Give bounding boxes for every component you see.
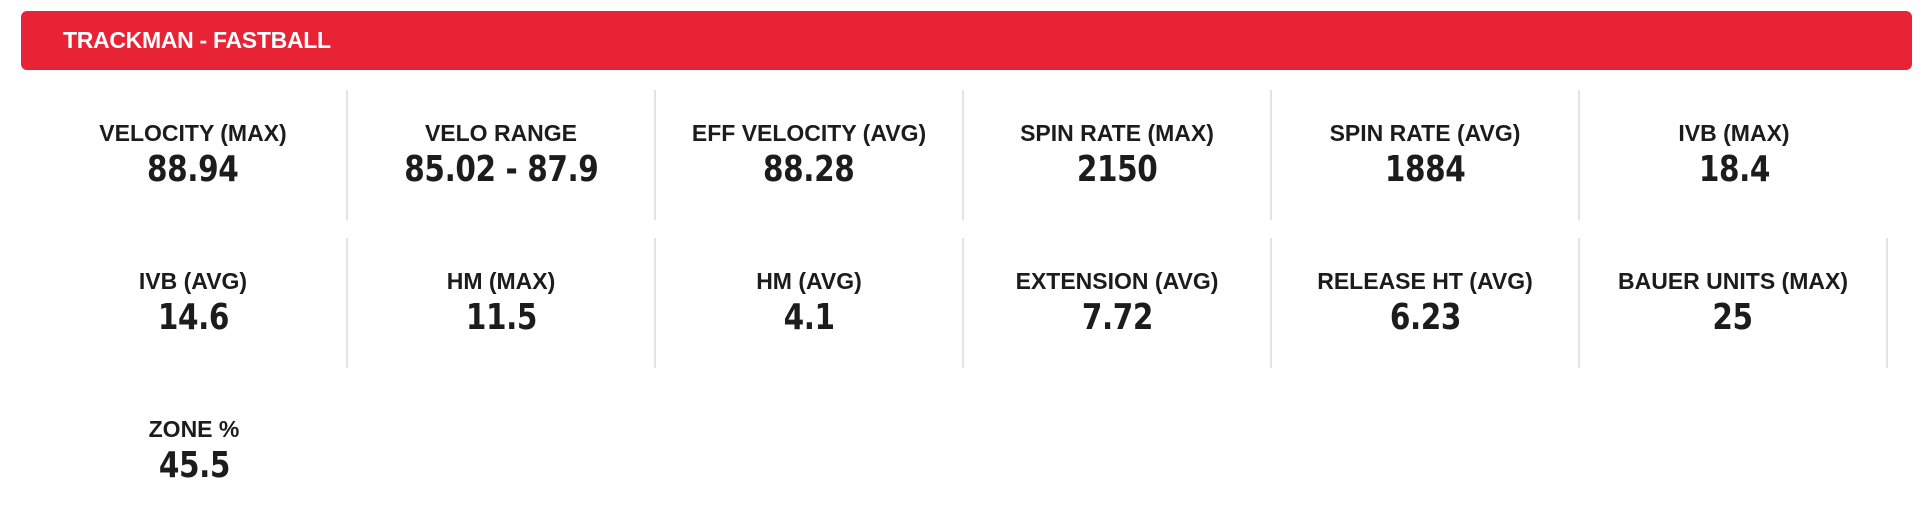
- stat-label: SPIN RATE (MAX): [1020, 120, 1214, 146]
- stats-row: IVB (AVG) 14.6 HM (MAX) 11.5 HM (AVG) 4.…: [40, 238, 1888, 368]
- stat-hm-avg: HM (AVG) 4.1: [656, 238, 964, 368]
- stat-zone-pct: ZONE % 45.5: [40, 386, 348, 516]
- stat-bauer-units-max: BAUER UNITS (MAX) 25: [1580, 238, 1888, 368]
- stat-spin-rate-max: SPIN RATE (MAX) 2150: [964, 90, 1272, 220]
- stat-hm-max: HM (MAX) 11.5: [348, 238, 656, 368]
- stat-value: 2150: [1076, 149, 1158, 190]
- stat-label: EFF VELOCITY (AVG): [691, 120, 927, 146]
- stat-value: 45.5: [158, 445, 230, 486]
- stats-grid: VELOCITY (MAX) 88.94 VELO RANGE 85.02 - …: [40, 90, 1888, 516]
- stat-ivb-avg: IVB (AVG) 14.6: [40, 238, 348, 368]
- stat-value: 7.72: [1081, 297, 1153, 338]
- stat-label: BAUER UNITS (MAX): [1618, 268, 1848, 294]
- stat-label: RELEASE HT (AVG): [1317, 268, 1533, 294]
- section-header-banner: TRACKMAN - FASTBALL: [21, 11, 1912, 70]
- stat-value: 85.02 - 87.9: [403, 149, 599, 190]
- stat-label: HM (MAX): [446, 268, 556, 294]
- stat-label: VELO RANGE: [424, 120, 578, 146]
- stat-value: 25: [1712, 297, 1754, 338]
- stat-label: IVB (MAX): [1678, 120, 1790, 146]
- stat-label: IVB (AVG): [138, 268, 248, 294]
- section-title: TRACKMAN - FASTBALL: [63, 27, 331, 53]
- stat-ivb-max: IVB (MAX) 18.4: [1580, 90, 1888, 220]
- stat-value: 18.4: [1698, 149, 1770, 190]
- stat-value: 88.28: [763, 149, 855, 190]
- stat-value: 11.5: [465, 297, 537, 338]
- stat-value: 14.6: [157, 297, 229, 338]
- stats-row: ZONE % 45.5: [40, 386, 1888, 516]
- stat-label: EXTENSION (AVG): [1015, 268, 1219, 294]
- stat-release-ht-avg: RELEASE HT (AVG) 6.23: [1272, 238, 1580, 368]
- stat-velo-range: VELO RANGE 85.02 - 87.9: [348, 90, 656, 220]
- stat-label: HM (AVG): [756, 268, 862, 294]
- stats-row: VELOCITY (MAX) 88.94 VELO RANGE 85.02 - …: [40, 90, 1888, 220]
- stat-label: SPIN RATE (AVG): [1329, 120, 1521, 146]
- stat-value: 88.94: [147, 149, 239, 190]
- stat-value: 1884: [1384, 149, 1466, 190]
- stat-label: VELOCITY (MAX): [99, 120, 287, 146]
- stat-spin-rate-avg: SPIN RATE (AVG) 1884: [1272, 90, 1580, 220]
- stat-value: 6.23: [1389, 297, 1461, 338]
- stat-velocity-max: VELOCITY (MAX) 88.94: [40, 90, 348, 220]
- stat-eff-velocity-avg: EFF VELOCITY (AVG) 88.28: [656, 90, 964, 220]
- stat-value: 4.1: [783, 297, 835, 338]
- stat-label: ZONE %: [148, 416, 240, 442]
- stat-extension-avg: EXTENSION (AVG) 7.72: [964, 238, 1272, 368]
